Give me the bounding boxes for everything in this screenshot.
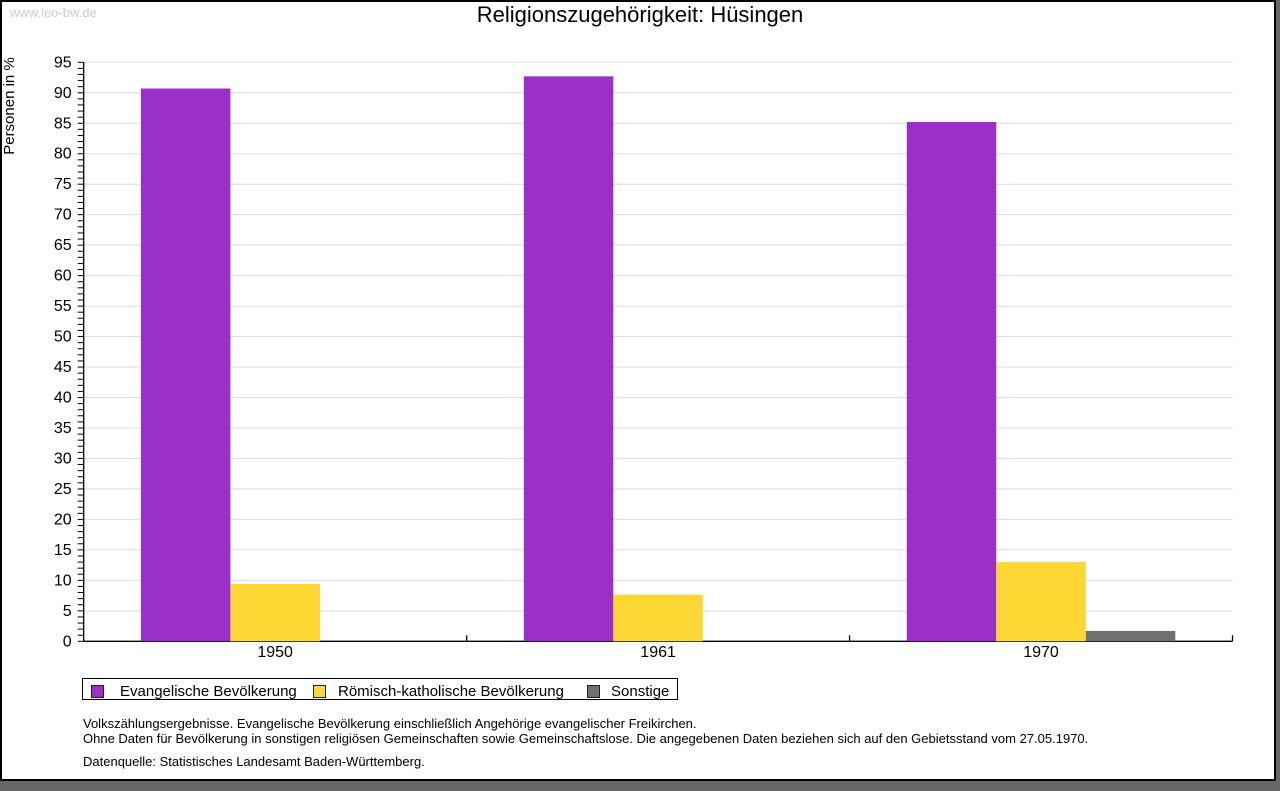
svg-text:0: 0 [63, 633, 72, 650]
svg-text:90: 90 [54, 85, 72, 102]
svg-text:60: 60 [54, 268, 72, 285]
svg-text:95: 95 [54, 54, 72, 71]
svg-text:15: 15 [54, 542, 72, 559]
svg-text:5: 5 [63, 603, 72, 620]
svg-text:10: 10 [54, 572, 72, 589]
svg-text:85: 85 [54, 115, 72, 132]
svg-text:25: 25 [54, 481, 72, 498]
svg-text:75: 75 [54, 176, 72, 193]
svg-text:30: 30 [54, 450, 72, 467]
svg-text:70: 70 [54, 207, 72, 224]
svg-text:1950: 1950 [257, 644, 293, 661]
svg-text:50: 50 [54, 329, 72, 346]
svg-text:45: 45 [54, 359, 72, 376]
svg-text:Personen in %: Personen in % [2, 57, 18, 155]
svg-text:1961: 1961 [640, 644, 676, 661]
svg-text:1970: 1970 [1023, 644, 1059, 661]
svg-text:35: 35 [54, 420, 72, 437]
svg-text:80: 80 [54, 146, 72, 163]
svg-text:40: 40 [54, 390, 72, 407]
svg-text:55: 55 [54, 298, 72, 315]
svg-text:20: 20 [54, 511, 72, 528]
svg-text:65: 65 [54, 237, 72, 254]
